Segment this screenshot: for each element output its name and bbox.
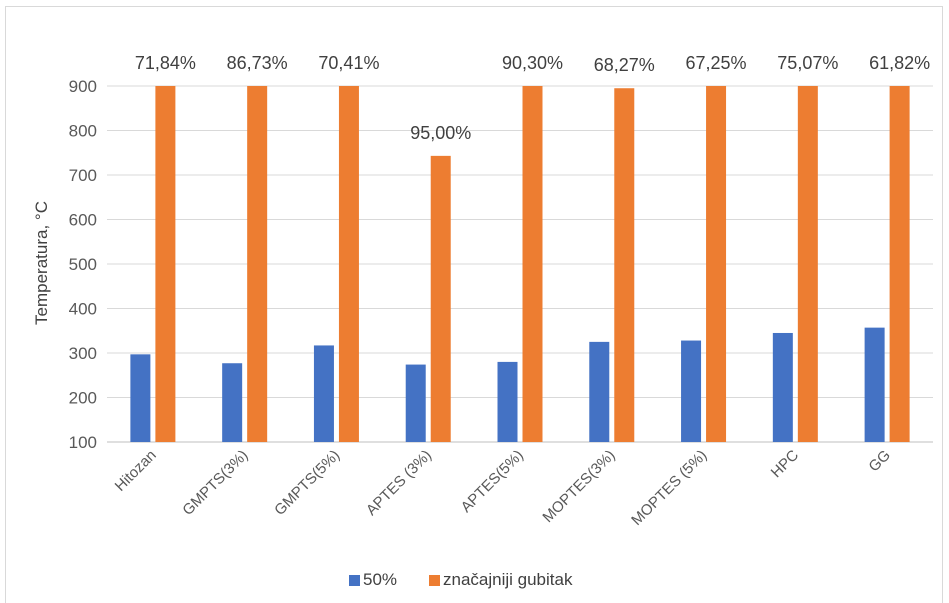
bars bbox=[130, 86, 910, 443]
x-tick-label: MOPTES(3%) bbox=[539, 447, 618, 526]
bar-50pct bbox=[864, 327, 885, 442]
bar-znacajniji-gubitak bbox=[614, 88, 635, 442]
y-tick-label: 200 bbox=[69, 389, 97, 408]
x-tick-label: Hitozan bbox=[112, 447, 160, 495]
bar-50pct bbox=[222, 363, 243, 442]
y-tick-label: 900 bbox=[69, 77, 97, 96]
bar-znacajniji-gubitak bbox=[797, 86, 818, 442]
x-tick-label: GMPTS(5%) bbox=[271, 447, 343, 519]
bar-50pct bbox=[589, 341, 610, 442]
data-label: 61,82% bbox=[869, 53, 930, 73]
bar-50pct bbox=[130, 354, 151, 442]
x-tick-label: APTES (3%) bbox=[363, 447, 435, 519]
y-tick-label: 500 bbox=[69, 255, 97, 274]
data-label: 70,41% bbox=[318, 53, 379, 73]
data-label: 75,07% bbox=[777, 53, 838, 73]
bar-50pct bbox=[681, 340, 702, 442]
bar-znacajniji-gubitak bbox=[430, 155, 451, 443]
bar-50pct bbox=[497, 361, 518, 442]
data-label: 95,00% bbox=[410, 123, 471, 143]
data-labels: 71,84% 86,73% 70,41% 95,00% 90,30% 68,27% 67,2… bbox=[135, 53, 930, 143]
y-tick-label: 800 bbox=[69, 122, 97, 141]
y-axis-title: Temperatura, °C bbox=[32, 201, 51, 325]
bar-50pct bbox=[772, 332, 793, 442]
x-axis-categories: Hitozan GMPTS(3%) GMPTS(5%) APTES (3%) APTES… bbox=[112, 447, 894, 529]
legend: 50% značajniji gubitak bbox=[349, 570, 573, 589]
y-tick-label: 100 bbox=[69, 433, 97, 452]
data-label: 71,84% bbox=[135, 53, 196, 73]
y-tick-label: 700 bbox=[69, 166, 97, 185]
legend-label: značajniji gubitak bbox=[443, 570, 573, 589]
data-label: 86,73% bbox=[227, 53, 288, 73]
bar-znacajniji-gubitak bbox=[522, 86, 543, 442]
bar-znacajniji-gubitak bbox=[338, 86, 359, 442]
data-label: 68,27% bbox=[594, 55, 655, 75]
legend-swatch bbox=[429, 575, 440, 586]
y-axis-ticks: 100 200 300 400 500 600 700 800 900 bbox=[69, 77, 97, 452]
bar-50pct bbox=[313, 345, 334, 442]
x-tick-label: HPC bbox=[768, 447, 803, 482]
y-tick-label: 300 bbox=[69, 344, 97, 363]
legend-swatch bbox=[349, 575, 360, 586]
x-tick-label: GMPTS(3%) bbox=[179, 447, 251, 519]
gridlines bbox=[107, 85, 933, 443]
bar-znacajniji-gubitak bbox=[889, 86, 910, 442]
bar-znacajniji-gubitak bbox=[155, 86, 176, 442]
legend-label: 50% bbox=[363, 570, 397, 589]
bar-50pct bbox=[405, 364, 426, 442]
data-label: 90,30% bbox=[502, 53, 563, 73]
data-label: 67,25% bbox=[686, 53, 747, 73]
bar-znacajniji-gubitak bbox=[706, 86, 727, 442]
y-tick-label: 600 bbox=[69, 211, 97, 230]
x-tick-label: APTES(5%) bbox=[458, 447, 527, 516]
y-tick-label: 400 bbox=[69, 300, 97, 319]
bar-znacajniji-gubitak bbox=[247, 86, 268, 442]
x-tick-label: MOPTES (5%) bbox=[628, 447, 710, 529]
x-tick-label: GG bbox=[865, 447, 894, 476]
